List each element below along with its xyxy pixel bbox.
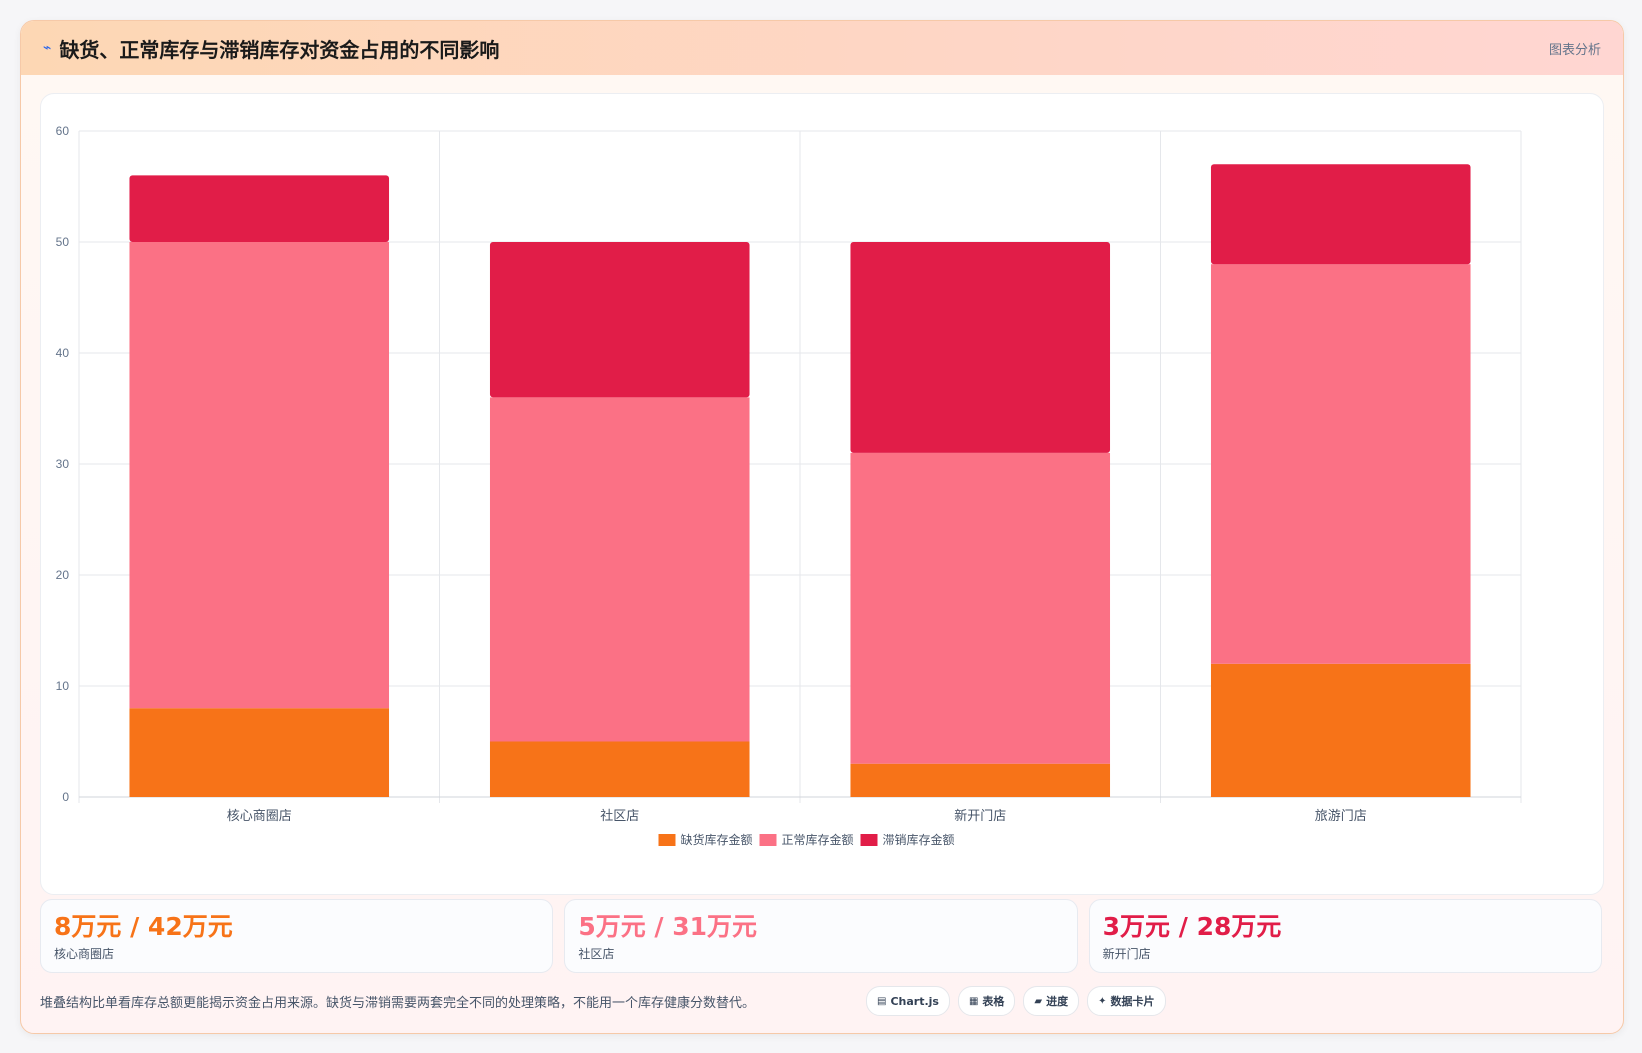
tag-chips: ▤ Chart.js ▦ 表格 ▰ 进度 ✦ 数据卡片 <box>866 986 1166 1016</box>
stat-card: 5万元 / 31万元 社区店 <box>564 899 1078 973</box>
y-tick-label: 0 <box>62 790 69 804</box>
stat-card: 3万元 / 28万元 新开门店 <box>1088 899 1602 973</box>
bar-segment <box>129 175 390 242</box>
table-icon: ▦ <box>968 995 979 1007</box>
bar-segment <box>850 763 1111 797</box>
chip-label: 表格 <box>982 995 1005 1008</box>
stat-label: 核心商圈店 <box>54 947 115 961</box>
stat-value: 3万元 / 28万元 <box>1102 912 1282 941</box>
stat-card: 8万元 / 42万元 核心商圈店 <box>40 899 554 973</box>
bar-segment <box>489 741 750 797</box>
chip-progress[interactable]: ▰ 进度 <box>1023 986 1080 1016</box>
bar-segment <box>1210 264 1471 664</box>
chip-label: 数据卡片 <box>1110 995 1155 1008</box>
bar-segment <box>1210 663 1471 797</box>
y-tick-label: 20 <box>56 568 70 582</box>
stat-value: 8万元 / 42万元 <box>54 912 233 941</box>
x-tick-label: 社区店 <box>600 808 639 823</box>
legend-swatch <box>860 834 878 846</box>
chart-container: 0 10 20 30 40 50 60 核心商圈店 社区店 新开门店 旅游门店缺货库存金额 正常库存金… <box>40 93 1604 895</box>
bar-segment <box>489 242 750 398</box>
bar-segment <box>850 452 1111 764</box>
x-tick-label: 新开门店 <box>954 808 1006 823</box>
x-tick-label: 旅游门店 <box>1315 808 1367 823</box>
sparkle-icon: ✦ <box>1098 995 1107 1007</box>
chip-label: 进度 <box>1046 995 1069 1008</box>
progress-icon: ▰ <box>1034 995 1043 1007</box>
y-tick-label: 50 <box>56 235 70 249</box>
x-tick-label: 核心商圈店 <box>227 808 292 823</box>
legend-swatch <box>759 834 777 846</box>
y-tick-label: 40 <box>56 346 70 360</box>
header-left: ⌁ 缺货、正常库存与滞销库存对资金占用的不同影响 <box>43 34 499 63</box>
chip-label: Chart.js <box>890 994 939 1008</box>
legend-swatch <box>658 834 676 846</box>
chart-trend-icon: ⌁ <box>43 40 52 56</box>
y-tick-label: 60 <box>56 124 70 138</box>
stat-label: 社区店 <box>578 947 615 961</box>
chip-table[interactable]: ▦ 表格 <box>957 986 1016 1016</box>
chip-chartjs[interactable]: ▤ Chart.js <box>866 986 950 1016</box>
chart-icon: ▤ <box>877 995 887 1007</box>
legend-label: 滞销库存金额 <box>883 832 955 847</box>
y-tick-label: 30 <box>56 457 70 471</box>
legend-label: 正常库存金额 <box>782 832 854 847</box>
chart-analysis-tag: 图表分析 <box>1548 42 1601 58</box>
bar-segment <box>489 397 750 742</box>
stat-value: 5万元 / 31万元 <box>578 912 758 941</box>
card-header: ⌁ 缺货、正常库存与滞销库存对资金占用的不同影响 图表分析 <box>21 21 1623 75</box>
bar-segment <box>1210 164 1471 265</box>
page-title: 缺货、正常库存与滞销库存对资金占用的不同影响 <box>59 37 500 62</box>
bar-segment <box>850 242 1111 453</box>
footer: 堆叠结构比单看库存总额更能揭示资金占用来源。缺货与滞销需要两套完全不同的处理策略… <box>40 983 1602 1019</box>
chart-card: ⌁ 缺货、正常库存与滞销库存对资金占用的不同影响 图表分析 0 10 20 30 40 5… <box>20 20 1624 1034</box>
y-tick-label: 10 <box>56 679 70 693</box>
chip-data-card[interactable]: ✦ 数据卡片 <box>1087 986 1166 1016</box>
stat-cards: 8万元 / 42万元 核心商圈店 5万元 / 31万元 社区店 3万元 / 28… <box>40 899 1602 973</box>
footer-note: 堆叠结构比单看库存总额更能揭示资金占用来源。缺货与滞销需要两套完全不同的处理策略… <box>40 995 756 1011</box>
bar-segment <box>129 242 390 709</box>
bar-segment <box>129 708 390 797</box>
stat-label: 新开门店 <box>1102 947 1151 961</box>
legend-label: 缺货库存金额 <box>681 832 753 847</box>
